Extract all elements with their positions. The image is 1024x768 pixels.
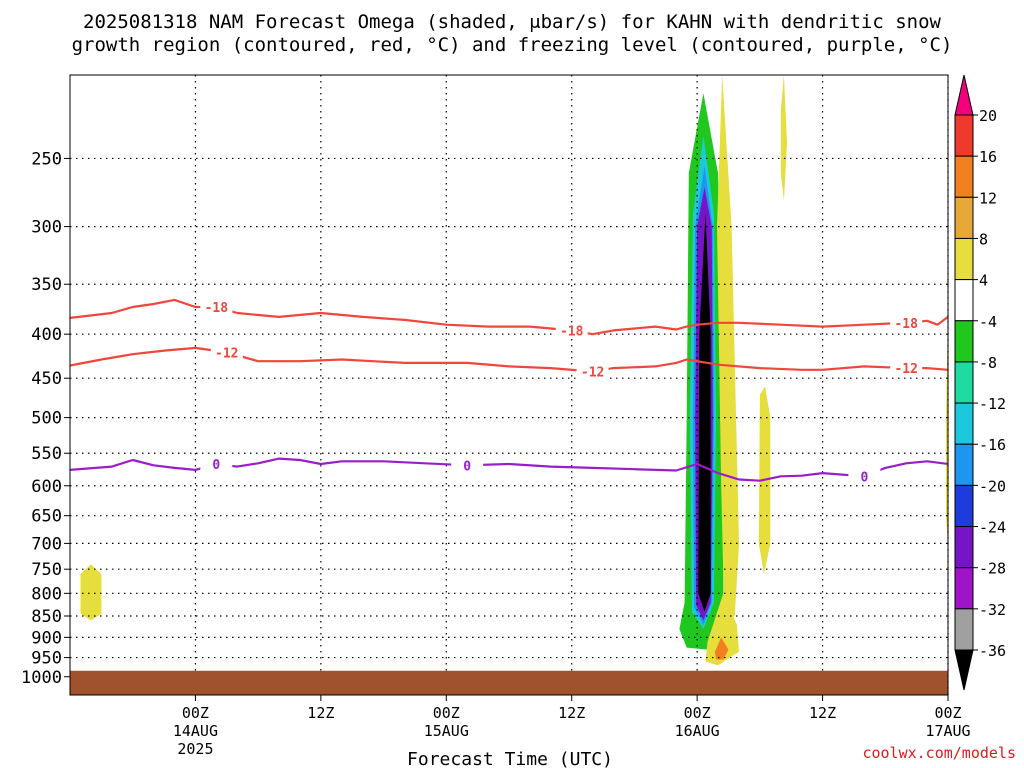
colorbar-label: -24: [979, 519, 1006, 537]
contour-label-bg: [890, 314, 923, 331]
colorbar-label: -28: [979, 560, 1006, 578]
chart-title-line-1: 2025081318 NAM Forecast Omega (shaded, μ…: [83, 11, 941, 33]
colorbar-label: -32: [979, 601, 1006, 619]
y-tick-label: 950: [31, 649, 62, 669]
y-tick-label: 650: [31, 507, 62, 527]
y-tick-label: 350: [31, 275, 62, 295]
colorbar-swatch: [954, 279, 974, 322]
contour-label: 0: [212, 458, 220, 473]
y-tick-label: 550: [31, 444, 62, 464]
omega-region-2: [717, 75, 739, 621]
colorbar-swatch: [954, 155, 974, 198]
colorbar-swatch: [954, 484, 974, 528]
contour-label-bg: [451, 457, 484, 474]
colorbar-top-arrow: [954, 74, 974, 116]
y-tick-label: 700: [31, 534, 62, 554]
colorbar-label: -4: [979, 313, 997, 331]
colorbar-swatch: [954, 114, 974, 157]
colorbar-swatch: [954, 443, 974, 486]
y-axis: 2503003504004505005506006507007508008509…: [21, 149, 70, 688]
colorbar-label: -16: [979, 436, 1006, 454]
chart-title-line-2: growth region (contoured, red, °C) and f…: [71, 34, 953, 56]
x-tick-label: 00Z: [684, 704, 711, 722]
colorbar-swatch: [954, 196, 974, 239]
gridlines: [70, 75, 949, 695]
contour-label-bg: [200, 455, 233, 472]
contour-label: -12: [581, 365, 604, 380]
colorbar-swatch: [954, 567, 974, 610]
contour-label-bg: [890, 360, 923, 377]
x-tick-label: 00Z: [433, 704, 460, 722]
contour-label-bg: [576, 363, 609, 380]
ground-band: [70, 670, 948, 695]
colorbar-swatch: [954, 402, 974, 445]
y-tick-label: 750: [31, 560, 62, 580]
contour-label-bg: [200, 299, 233, 316]
omega-region-6: [698, 213, 711, 612]
x-tick-label: 12Z: [558, 704, 585, 722]
omega-region-9: [714, 637, 729, 660]
omega-region-13: [945, 315, 948, 546]
x-tick-label: 12Z: [809, 704, 836, 722]
contour-label: -18: [560, 324, 584, 339]
colorbar-swatch: [954, 320, 974, 363]
x-tick-label: 00Z: [934, 704, 961, 722]
colorbar-label: 4: [979, 272, 988, 290]
contour-label-bg: [555, 322, 588, 339]
x-axis-label: Forecast Time (UTC): [407, 749, 613, 768]
y-tick-label: 850: [31, 607, 62, 627]
colorbar-label: -8: [979, 354, 997, 372]
plot-frame: [69, 74, 949, 696]
y-tick-label: 1000: [21, 668, 62, 688]
omega-region-14: [995, 214, 1013, 353]
contour-label: 0: [860, 470, 868, 485]
contour-label: -18: [205, 301, 229, 316]
ground-layer: [70, 670, 948, 695]
x-tick-date: 17AUG: [925, 722, 970, 740]
omega-region-10: [780, 75, 787, 201]
colorbar-label: 20: [979, 107, 997, 125]
omega-region-0: [80, 564, 102, 621]
y-tick-label: 600: [31, 477, 62, 497]
omega-shading-layer: [80, 75, 1013, 666]
x-tick-year: 2025: [177, 740, 213, 758]
contour-label: -18: [894, 317, 918, 332]
y-tick-label: 450: [31, 369, 62, 389]
colorbar-label: -12: [979, 395, 1006, 413]
contour-label-bg: [848, 468, 881, 485]
x-tick-date: 16AUG: [675, 722, 720, 740]
contour-label-bg: [210, 344, 243, 361]
x-tick-label: 00Z: [182, 704, 209, 722]
credit-text: coolwx.com/models: [862, 744, 1016, 762]
y-tick-label: 900: [31, 628, 62, 648]
colorbar: 20 16 12 8 4 -4 -8 -12 -16 -20 -24 -28 -32 -36: [954, 74, 1006, 691]
y-tick-label: 400: [31, 325, 62, 345]
colorbar-swatch: [954, 526, 974, 569]
x-tick-label: 12Z: [307, 704, 334, 722]
colorbar-label: 8: [979, 230, 988, 248]
y-tick-label: 500: [31, 409, 62, 429]
colorbar-label: 12: [979, 189, 997, 207]
colorbar-label: -20: [979, 477, 1006, 495]
y-tick-label: 800: [31, 584, 62, 604]
contour-label: -12: [215, 346, 238, 361]
contour-layer: -18 -18 -18 -12 -12 -12 0 0 0: [70, 298, 948, 485]
colorbar-swatch: [954, 237, 974, 281]
y-tick-label: 250: [31, 149, 62, 169]
contour-label: -12: [894, 362, 917, 377]
contour-label: 0: [463, 459, 471, 474]
y-tick-label: 300: [31, 218, 62, 238]
x-tick-date: 15AUG: [424, 722, 469, 740]
x-tick-date: 14AUG: [173, 722, 218, 740]
colorbar-swatch: [954, 608, 974, 651]
omega-region-8: [705, 593, 739, 666]
colorbar-swatch: [954, 361, 974, 404]
colorbar-label: 16: [979, 148, 997, 166]
colorbar-label: -36: [979, 642, 1006, 660]
colorbar-bottom-arrow: [954, 649, 974, 691]
